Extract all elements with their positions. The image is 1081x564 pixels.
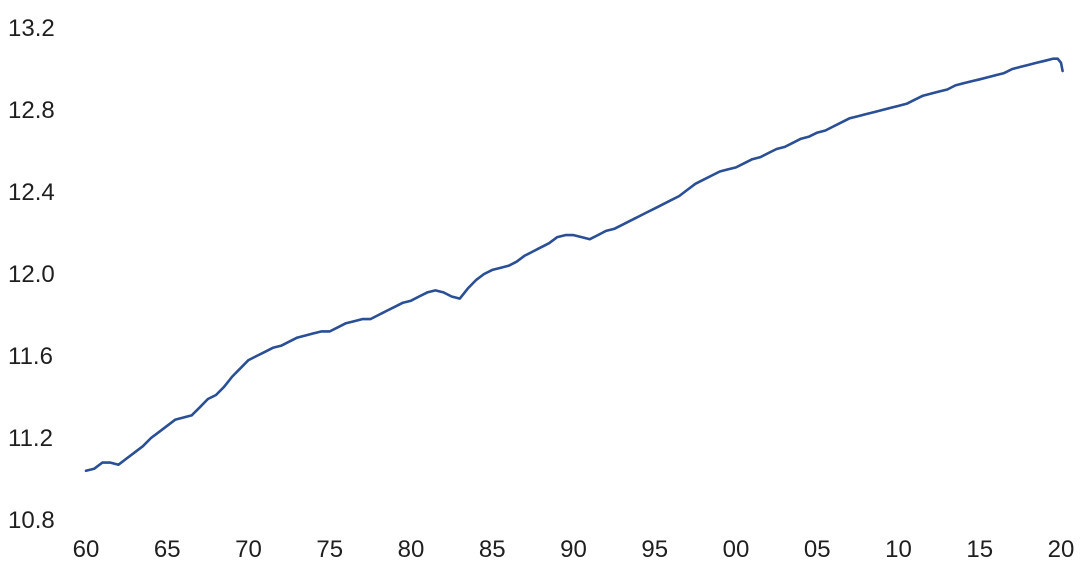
x-tick-label: 85 xyxy=(479,536,506,563)
x-tick-label: 00 xyxy=(723,536,750,563)
x-tick-label: 05 xyxy=(804,536,831,563)
y-tick-label: 10.8 xyxy=(8,507,55,534)
y-tick-label: 12.0 xyxy=(8,261,55,288)
y-tick-label: 12.8 xyxy=(8,97,55,124)
y-tick-label: 11.2 xyxy=(8,425,53,452)
x-tick-label: 95 xyxy=(641,536,668,563)
x-tick-label: 80 xyxy=(398,536,425,563)
y-axis-tick-labels: 10.8 11.2 11.6 12.0 12.4 12.8 13.2 xyxy=(8,15,55,534)
y-tick-label: 11.6 xyxy=(8,343,53,370)
y-tick-label: 13.2 xyxy=(8,15,55,42)
x-tick-label: 65 xyxy=(154,536,181,563)
series-line-0 xyxy=(84,57,1064,473)
series-layer xyxy=(84,57,1064,473)
x-axis-tick-labels: 60 65 70 75 80 85 90 95 00 05 10 15 20 xyxy=(73,536,1075,563)
y-tick-label: 12.4 xyxy=(8,179,55,206)
x-tick-label: 75 xyxy=(316,536,343,563)
x-tick-label: 60 xyxy=(73,536,100,563)
x-tick-label: 20 xyxy=(1048,536,1075,563)
x-tick-label: 15 xyxy=(966,536,993,563)
x-tick-label: 70 xyxy=(235,536,262,563)
x-tick-label: 90 xyxy=(560,536,587,563)
x-tick-label: 10 xyxy=(885,536,912,563)
